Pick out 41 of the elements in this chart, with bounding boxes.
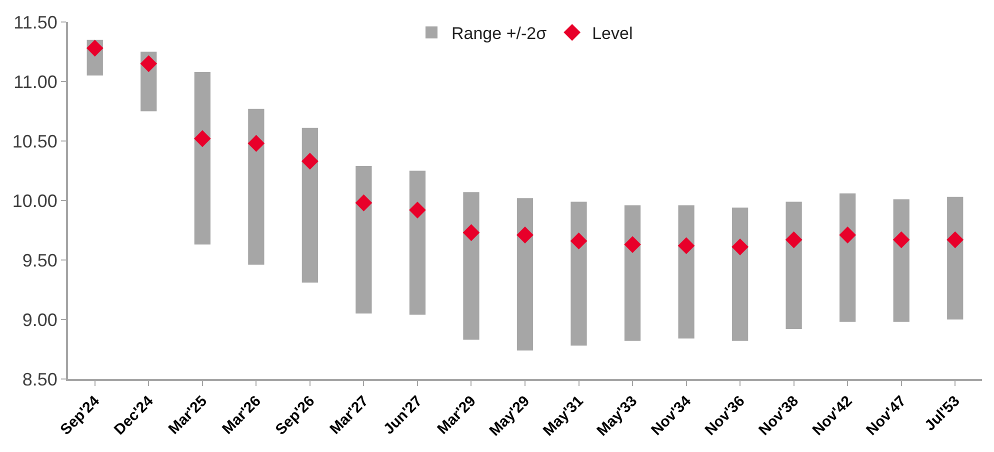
y-tick-label: 9.50 <box>22 250 58 270</box>
point <box>570 232 588 250</box>
point <box>355 194 372 212</box>
bar <box>516 198 534 350</box>
legend-label: Range +/-2σ <box>452 24 548 44</box>
point <box>248 134 265 152</box>
point <box>516 226 534 244</box>
point <box>409 202 426 218</box>
y-tick-label: 8.50 <box>22 369 58 390</box>
point <box>946 231 964 248</box>
y-tick-label: 10.00 <box>12 190 58 211</box>
bar <box>463 192 480 340</box>
bar <box>893 199 910 322</box>
bar <box>678 205 694 339</box>
bar <box>302 128 318 283</box>
bar <box>732 208 748 341</box>
bar <box>194 72 210 245</box>
y-tick-label: 11.50 <box>14 12 58 32</box>
y-tick-label: 9.00 <box>22 310 58 330</box>
bar <box>947 196 964 320</box>
bar <box>624 205 641 341</box>
y-tick-label: 11.00 <box>14 72 58 92</box>
bar <box>356 166 372 314</box>
point <box>140 55 158 72</box>
point <box>678 237 695 254</box>
point <box>892 231 910 248</box>
point <box>462 224 480 242</box>
point <box>301 152 318 170</box>
point <box>624 236 641 253</box>
bar <box>840 193 856 322</box>
bar <box>409 170 426 315</box>
bar <box>248 108 264 265</box>
point <box>86 40 104 57</box>
point <box>732 238 749 256</box>
point <box>194 130 211 148</box>
point <box>785 231 802 248</box>
y-tick-label: 10.50 <box>12 131 58 152</box>
legend-label: Level <box>592 24 633 44</box>
point <box>839 226 856 244</box>
bar <box>570 202 587 346</box>
bar <box>786 202 802 330</box>
